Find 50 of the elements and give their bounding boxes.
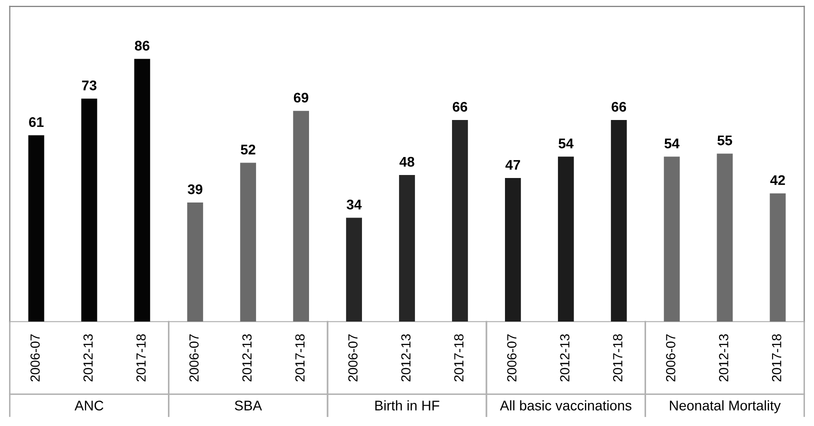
x-tick-label: 2017-18 (295, 334, 305, 382)
data-label: 69 (294, 92, 308, 103)
x-tick-label: 2017-18 (613, 334, 622, 382)
bar (504, 178, 521, 322)
x-tick-label: 2012-13 (560, 334, 570, 382)
data-label: 52 (240, 144, 256, 154)
data-label: 54 (558, 138, 574, 148)
bar (346, 218, 362, 322)
x-tick-label: 2017-18 (136, 334, 146, 382)
data-label: 86 (134, 40, 150, 51)
x-tick-label: 2012-13 (718, 334, 728, 382)
data-label: 48 (399, 156, 414, 167)
bar (28, 135, 44, 322)
bar (664, 156, 680, 322)
x-tick-label: 2012-13 (401, 334, 411, 382)
text: All basic vaccinations (500, 400, 632, 410)
x-tick-label: 2012-13 (242, 334, 252, 382)
data-label: 47 (505, 160, 520, 170)
bar (240, 162, 256, 322)
x-tick-label: 2006-07 (507, 334, 516, 382)
bar (81, 98, 98, 322)
text: Birth in HF (375, 400, 440, 410)
data-label: 66 (612, 102, 626, 112)
x-tick-label: 2006-07 (666, 334, 676, 382)
bar (716, 154, 733, 322)
data-label: 54 (664, 138, 680, 148)
bar (399, 175, 415, 322)
text: ANC (74, 400, 104, 410)
data-label: 61 (29, 117, 44, 127)
bar (452, 120, 468, 322)
data-label: 39 (188, 184, 202, 194)
text: Neonatal Mortality (670, 400, 781, 414)
data-label: 73 (82, 80, 96, 90)
bar (134, 58, 150, 322)
x-tick-label: 2017-18 (772, 334, 782, 382)
bar (558, 156, 574, 322)
data-label: 34 (346, 200, 362, 210)
data-label: 55 (717, 136, 732, 146)
bar (610, 120, 627, 322)
x-tick-label: 2006-07 (30, 334, 40, 382)
text: SBA (234, 400, 262, 410)
data-label: 42 (770, 175, 785, 185)
bar (293, 110, 310, 322)
x-tick-label: 2012-13 (83, 334, 93, 382)
x-tick-label: 2006-07 (189, 334, 199, 382)
bar (770, 193, 786, 322)
x-tick-label: 2017-18 (454, 334, 464, 382)
data-label: 66 (452, 102, 468, 112)
bar (187, 202, 204, 322)
x-tick-label: 2006-07 (348, 334, 358, 382)
